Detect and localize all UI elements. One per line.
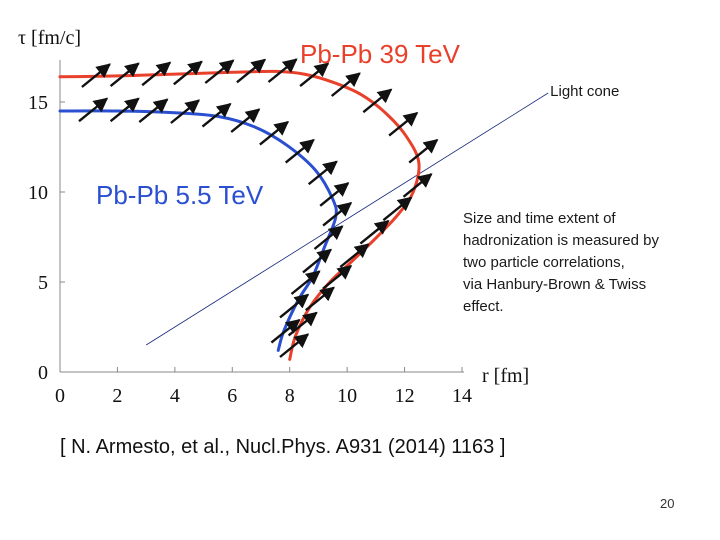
y-tick-label: 0 [38,362,48,384]
flow-arrow [138,98,169,124]
axes: 0 2 4 6 8 10 12 14 0 5 10 15 r [fm] τ [fm/c] [18,27,529,407]
flow-arrow [109,62,140,88]
annotation-line: two particle correlations, [463,254,625,271]
annotation-line: Size and time extent of [463,210,616,227]
series-labels: Pb-Pb 39 TeV Pb-Pb 5.5 TeV [96,39,461,210]
annotation-line: via Hanbury-Brown & Twiss [463,276,647,293]
x-axis-label: r [fm] [482,365,529,387]
flow-arrow [284,138,315,164]
flow-arrow [302,248,333,274]
flow-arrow [267,58,298,83]
flow-arrow [322,201,353,227]
annotation-line: hadronization is measured by [463,232,659,249]
flow-arrow [173,60,203,86]
flow-arrow [236,58,267,84]
flow-arrow [408,138,439,164]
x-tick-label: 4 [170,385,180,407]
hbt-annotation: Size and time extent of hadronization is … [463,208,713,318]
light-cone-label: Light cone [550,83,619,100]
flow-arrow [402,173,433,198]
x-tick-label: 6 [227,385,237,407]
x-tick-label: 14 [452,385,472,407]
flow-arrow [81,63,111,88]
flow-arrow [279,333,310,358]
series-label-0: Pb-Pb 39 TeV [300,39,461,69]
x-tick-label: 12 [395,385,415,407]
flow-arrow [170,99,201,124]
x-tick-label: 10 [337,385,357,407]
slide-number: 20 [660,496,675,511]
flow-arrow [362,88,393,114]
light-cone: Light cone [145,83,619,346]
x-tick-label: 8 [285,385,295,407]
flow-arrow [109,97,140,123]
flow-arrow [330,72,361,97]
series-label-1: Pb-Pb 5.5 TeV [96,180,264,210]
y-ticks: 0 5 10 15 [28,92,65,384]
x-tick-label: 0 [55,385,65,407]
flow-arrow [78,97,109,123]
y-axis-label: τ [fm/c] [18,27,81,49]
flow-arrow [322,264,353,290]
flow-arrow [141,61,172,87]
flow-arrow [313,225,344,250]
series-line-1 [58,109,338,352]
flow-arrow [382,196,413,222]
flow-arrow [259,120,290,146]
flow-arrow [270,318,301,344]
flow-arrow [319,182,350,207]
light-cone-line [145,92,549,346]
flow-arrow [204,59,235,84]
flow-arrow [339,243,370,268]
x-tick-label: 2 [112,385,122,407]
flow-arrow [299,62,330,88]
y-tick-label: 15 [28,92,48,114]
flow-arrow [279,293,310,319]
series-line-0 [58,69,421,361]
x-ticks: 0 2 4 6 8 10 12 14 [55,367,472,407]
flow-arrow [359,219,390,245]
y-tick-label: 5 [38,272,48,294]
series [58,69,421,361]
annotation-line: effect. [463,298,504,315]
flow-arrow [201,102,232,128]
flow-arrow [307,160,338,186]
flow-arrow [388,111,419,137]
flow-arrows [78,58,439,358]
flow-arrow [230,108,261,133]
flow-arrow [290,270,321,295]
y-tick-label: 10 [28,182,48,204]
citation: [ N. Armesto, et al., Nucl.Phys. A931 (2… [60,436,506,458]
flow-arrow [305,286,335,312]
